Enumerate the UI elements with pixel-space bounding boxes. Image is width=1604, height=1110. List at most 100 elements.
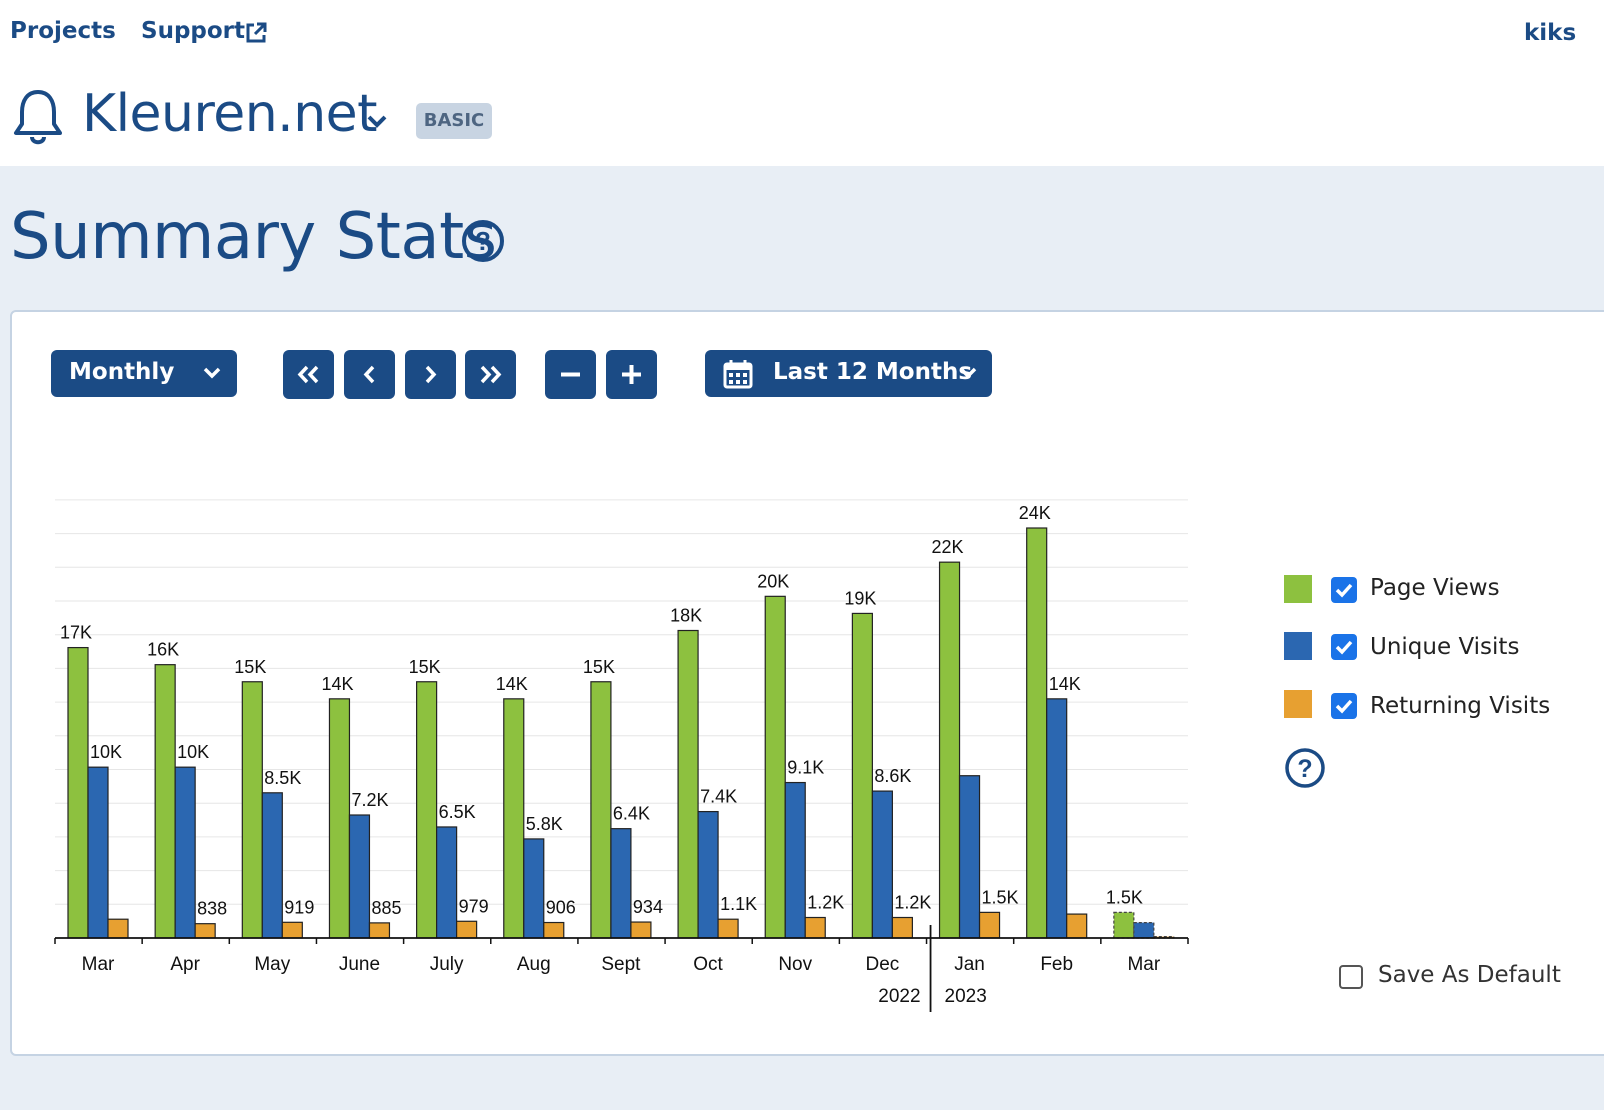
bar-page-views <box>241 681 263 939</box>
data-label: 1.1K <box>720 894 757 914</box>
legend-label-unique-visits: Unique Visits <box>1370 634 1520 660</box>
x-tick-label: Sept <box>601 954 641 975</box>
legend-help-icon[interactable]: ? <box>1284 747 1326 789</box>
bar-unique-visits <box>1046 698 1068 939</box>
bar-unique-visits <box>87 766 109 939</box>
legend-checkbox-returning-visits[interactable] <box>1331 693 1357 719</box>
data-label: 17K <box>60 623 92 643</box>
data-label: 8.6K <box>874 766 911 786</box>
data-label: 919 <box>284 897 314 917</box>
zoom-out-button[interactable] <box>545 350 596 399</box>
svg-text:?: ? <box>1297 755 1312 783</box>
svg-text:?: ? <box>475 226 491 256</box>
data-label: 15K <box>234 657 266 677</box>
plan-badge: BASIC <box>416 103 492 139</box>
legend-swatch-page-views <box>1284 575 1312 603</box>
next-button[interactable] <box>405 350 456 399</box>
nav-support-link[interactable]: Support <box>141 18 245 44</box>
data-label: 5.8K <box>526 814 563 834</box>
bar-page-views <box>67 646 89 939</box>
data-label: 8.5K <box>264 768 301 788</box>
data-label: 1.5K <box>1106 887 1143 907</box>
previous-button[interactable] <box>344 350 395 399</box>
bar-returning-visits <box>804 916 826 939</box>
help-icon[interactable]: ? <box>461 219 505 263</box>
calendar-icon <box>723 360 753 389</box>
bar-unique-visits <box>610 828 632 939</box>
legend-checkbox-page-views[interactable] <box>1331 577 1357 603</box>
bar-returning-visits <box>630 921 652 939</box>
bar-page-views <box>328 698 351 939</box>
save-default-checkbox[interactable] <box>1339 965 1363 989</box>
data-label: 16K <box>147 640 179 660</box>
external-link-icon <box>246 22 267 43</box>
double-chevron-left-icon <box>297 365 319 384</box>
data-label: 934 <box>633 897 663 917</box>
bar-unique-visits <box>523 838 545 939</box>
interval-select-label: Monthly <box>69 359 175 385</box>
checkmark-icon <box>1335 640 1353 655</box>
bar-page-views <box>764 595 786 939</box>
interval-select[interactable]: Monthly <box>51 350 237 397</box>
bar-returning-visits <box>978 911 1001 939</box>
top-bar: Projects Support kiks Kleuren.net BASIC <box>0 0 1604 166</box>
bar-returning-visits <box>717 918 739 939</box>
x-tick-label: Feb <box>1040 954 1073 975</box>
zoom-in-button[interactable] <box>606 350 657 399</box>
x-tick-label: Apr <box>170 954 200 975</box>
x-tick-label: May <box>254 954 290 975</box>
data-label: 6.4K <box>613 804 650 824</box>
double-chevron-right-icon <box>480 365 502 384</box>
bar-page-views <box>677 629 699 939</box>
bell-icon[interactable] <box>13 88 63 146</box>
checkmark-icon <box>1335 583 1353 598</box>
data-label: 9.1K <box>787 758 824 778</box>
x-tick-label: June <box>339 954 380 975</box>
date-range-label: Last 12 Months <box>773 359 973 385</box>
legend-label-page-views: Page Views <box>1370 575 1500 601</box>
project-name[interactable]: Kleuren.net <box>82 84 378 144</box>
legend-swatch-unique-visits <box>1284 632 1312 660</box>
date-range-select[interactable]: Last 12 Months <box>705 350 992 397</box>
data-label: 24K <box>1019 503 1051 523</box>
chevron-down-icon <box>959 367 977 379</box>
data-label: 7.2K <box>351 790 388 810</box>
bar-unique-visits <box>784 781 806 939</box>
bar-page-views <box>416 681 438 939</box>
data-label: 14K <box>321 674 353 694</box>
chevron-down-icon[interactable] <box>366 114 388 130</box>
data-label: 906 <box>546 898 576 918</box>
data-label: 22K <box>932 537 964 557</box>
data-label: 885 <box>371 898 401 918</box>
checkmark-icon <box>1335 699 1353 714</box>
data-label: 1.5K <box>982 887 1019 907</box>
data-label: 7.4K <box>700 787 737 807</box>
data-label: 979 <box>459 896 489 916</box>
chevron-right-icon <box>425 365 437 384</box>
x-tick-label: Mar <box>82 954 115 975</box>
bar-unique-visits <box>261 792 283 939</box>
bar-returning-visits <box>543 921 565 939</box>
x-tick-label: Jan <box>954 954 985 975</box>
bar-page-views <box>590 681 612 939</box>
page-title: Summary Stats <box>10 200 497 274</box>
data-label: 15K <box>583 657 615 677</box>
x-tick-label: July <box>430 954 464 975</box>
save-default-label[interactable]: Save As Default <box>1378 962 1561 988</box>
user-menu[interactable]: kiks <box>1524 20 1577 46</box>
data-label: 1.2K <box>894 893 931 913</box>
data-label: 15K <box>409 657 441 677</box>
jump-first-button[interactable] <box>283 350 334 399</box>
x-tick-label: Nov <box>778 954 812 975</box>
bar-returning-visits <box>281 921 303 939</box>
data-label: 20K <box>757 571 789 591</box>
data-label: 838 <box>197 899 227 919</box>
bar-page-views <box>1113 911 1135 939</box>
plus-icon <box>622 365 641 384</box>
bar-returning-visits <box>1066 913 1088 939</box>
jump-last-button[interactable] <box>465 350 516 399</box>
minus-icon <box>561 372 580 377</box>
legend-checkbox-unique-visits[interactable] <box>1331 634 1357 660</box>
nav-projects-link[interactable]: Projects <box>10 18 116 44</box>
